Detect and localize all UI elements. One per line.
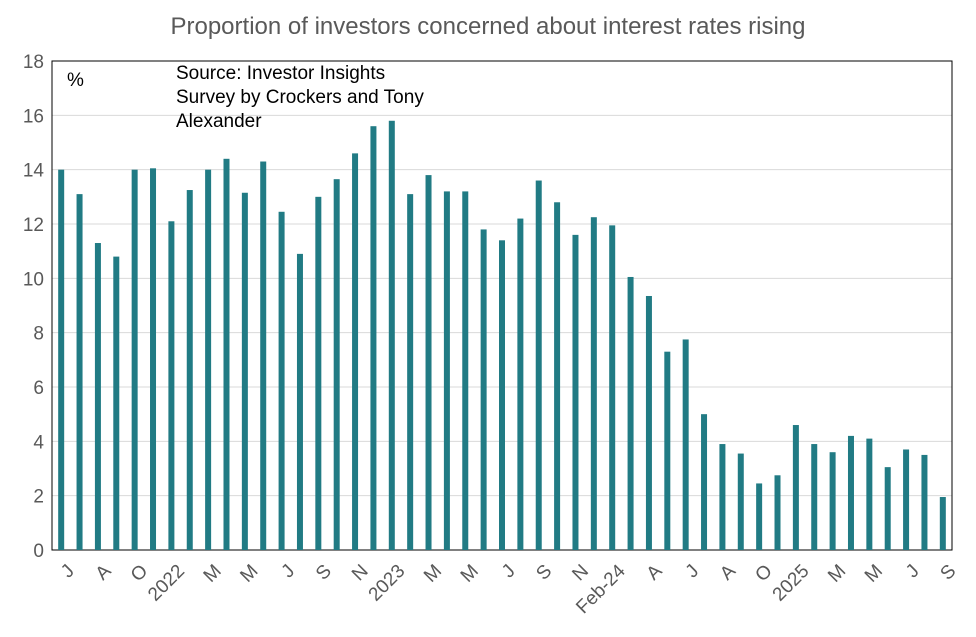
x-tick-label: M: [457, 561, 483, 587]
y-tick-label: 2: [33, 487, 44, 508]
x-tick-label: M: [824, 561, 850, 587]
bar: [333, 179, 340, 550]
bar: [590, 217, 597, 550]
x-tick-label: M: [861, 561, 887, 587]
bar: [719, 444, 726, 550]
bar: [150, 168, 157, 550]
bar: [260, 161, 267, 550]
bars: [58, 120, 946, 551]
bar: [443, 191, 450, 550]
bar: [847, 435, 854, 550]
y-tick-label: 10: [23, 269, 44, 290]
bar: [609, 225, 616, 551]
x-tick-label: A: [643, 561, 667, 585]
bar: [58, 169, 65, 551]
x-tick-label: N: [348, 561, 373, 586]
x-tick-label: A: [92, 561, 116, 585]
x-tick-label: J: [498, 561, 520, 583]
bar: [352, 153, 359, 550]
bar: [535, 180, 542, 550]
bar: [76, 194, 83, 550]
bar: [315, 196, 322, 550]
bar: [517, 218, 524, 550]
bar: [223, 158, 230, 551]
bar: [370, 126, 377, 550]
y-tick-label: 6: [33, 378, 44, 399]
bar: [737, 453, 744, 550]
bar: [480, 229, 487, 550]
x-tick-label: M: [200, 561, 226, 587]
x-tick-label: O: [751, 561, 776, 586]
y-tick-label: 0: [33, 541, 44, 562]
bar: [94, 243, 101, 550]
bar: [186, 190, 193, 551]
x-tick-label: J: [682, 561, 704, 583]
bar: [241, 192, 248, 550]
y-tick-label: 12: [23, 215, 44, 236]
bar: [756, 483, 763, 550]
x-tick-label: N: [568, 561, 593, 586]
bar: [645, 295, 652, 550]
bar: [627, 276, 634, 550]
bar: [682, 339, 689, 550]
x-tick-label: J: [902, 561, 924, 583]
y-tick-label: 16: [23, 106, 44, 127]
x-tick-label: S: [532, 561, 556, 585]
bar: [811, 444, 818, 550]
bar: [866, 438, 873, 550]
x-tick-label: S: [937, 561, 961, 585]
bar: [425, 175, 432, 550]
bar: [939, 497, 946, 550]
unit-label: %: [67, 70, 84, 91]
x-tick-label: S: [312, 561, 336, 585]
bar: [701, 414, 708, 550]
bar: [113, 256, 120, 550]
source-annotation-line: Source: Investor Insights: [176, 63, 385, 84]
x-tick-label: J: [57, 561, 79, 583]
bar: [884, 467, 891, 550]
bar: [572, 234, 579, 550]
bar: [921, 454, 928, 550]
x-tick-label: O: [127, 561, 152, 586]
y-tick-label: 14: [23, 161, 45, 182]
bar: [407, 194, 414, 550]
bar: [664, 351, 671, 550]
bar: [554, 202, 561, 550]
y-tick-label: 4: [33, 432, 44, 453]
source-annotation-line: Alexander: [176, 111, 262, 132]
x-tick-label: M: [236, 561, 262, 587]
bar: [131, 169, 138, 551]
chart-title: Proportion of investors concerned about …: [170, 13, 805, 40]
source-annotation-line: Survey by Crockers and Tony: [176, 87, 424, 108]
bar: [792, 425, 799, 550]
x-tick-label: 2023: [365, 561, 410, 606]
bar: [278, 211, 285, 550]
bar: [499, 240, 505, 551]
bar: [462, 191, 469, 550]
bar: [903, 449, 910, 550]
y-tick-label: 18: [23, 52, 44, 73]
x-tick-label: M: [420, 561, 446, 587]
x-tick-label: J: [278, 561, 300, 583]
x-tick-label: A: [716, 561, 740, 585]
y-axis: 0 2 4 6 8 10 12 14 16 18: [23, 52, 45, 562]
x-tick-label: 2025: [769, 561, 814, 606]
bar: [296, 253, 303, 550]
bar: [168, 221, 175, 550]
bar: [829, 452, 836, 550]
bar: [774, 475, 781, 550]
bar: [388, 120, 395, 551]
x-tick-label: 2022: [144, 561, 189, 606]
bar: [205, 169, 212, 551]
y-tick-label: 8: [33, 324, 44, 345]
